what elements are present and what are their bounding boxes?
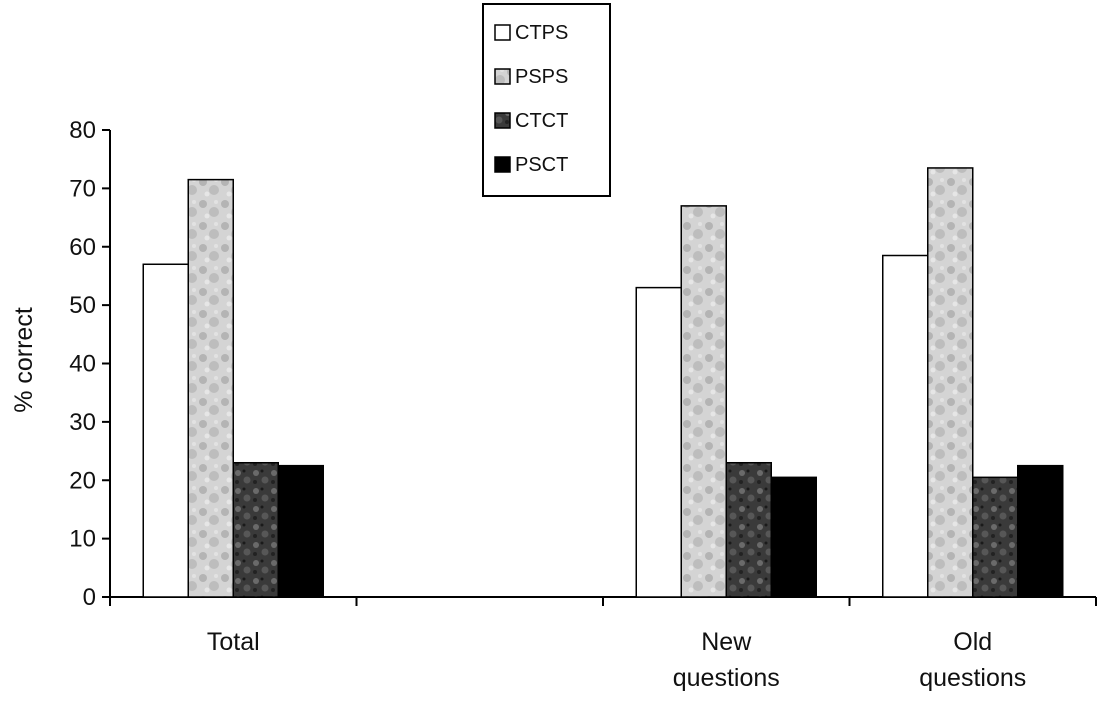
bar-psct-old-questions: [1017, 464, 1064, 598]
bar-ctps-total: [142, 263, 189, 598]
y-tick-label: 0: [83, 584, 96, 611]
bar-ctct-new-questions: [725, 461, 772, 598]
y-tick-label: 50: [69, 292, 96, 319]
legend-swatch-psps: [494, 68, 511, 85]
category-labels: Total New questions Old questions: [207, 628, 1026, 692]
y-ticks: 0 10 20 30 40 50 60 70 80: [69, 117, 110, 611]
bars: [142, 167, 1064, 598]
legend-label-psps: PSPS: [515, 66, 568, 88]
y-tick-label: 60: [69, 234, 96, 261]
legend: CTPS PSPS CTCT PSCT: [482, 3, 611, 197]
legend-label-psct: PSCT: [515, 154, 568, 176]
bar-ctct-old-questions: [972, 476, 1019, 598]
bar-psct-new-questions: [770, 476, 817, 598]
y-tick-label: 10: [69, 526, 96, 553]
legend-swatch-psct: [494, 156, 511, 173]
y-tick-label: 70: [69, 175, 96, 202]
legend-swatch-ctct: [494, 112, 511, 129]
x-category-label: New questions: [673, 628, 780, 692]
x-category-label-line: questions: [673, 664, 780, 692]
y-tick-label: 80: [69, 117, 96, 144]
x-category-label: Old questions: [919, 628, 1026, 692]
y-axis-label: % correct: [10, 307, 38, 413]
x-ticks: [109, 597, 1097, 606]
legend-label-ctct: CTCT: [515, 110, 568, 132]
x-category-label-line: Total: [207, 628, 260, 656]
legend-swatch-ctps: [494, 24, 511, 41]
bar-ctps-old-questions: [882, 254, 929, 598]
bar-psps-old-questions: [927, 167, 974, 598]
x-category-label-line: questions: [919, 664, 1026, 692]
x-category-label-line: Old: [953, 628, 992, 656]
y-tick-label: 20: [69, 467, 96, 494]
y-tick-label: 30: [69, 409, 96, 436]
bar-psps-total: [187, 178, 234, 598]
bar-ctct-total: [232, 461, 279, 598]
bar-psps-new-questions: [680, 205, 727, 598]
y-tick-label: 40: [69, 351, 96, 378]
x-category-label: Total: [207, 628, 260, 656]
legend-label-ctps: CTPS: [515, 22, 568, 44]
bar-ctps-new-questions: [635, 286, 682, 598]
x-category-label-line: New: [701, 628, 752, 656]
bar-psct-total: [277, 464, 324, 598]
